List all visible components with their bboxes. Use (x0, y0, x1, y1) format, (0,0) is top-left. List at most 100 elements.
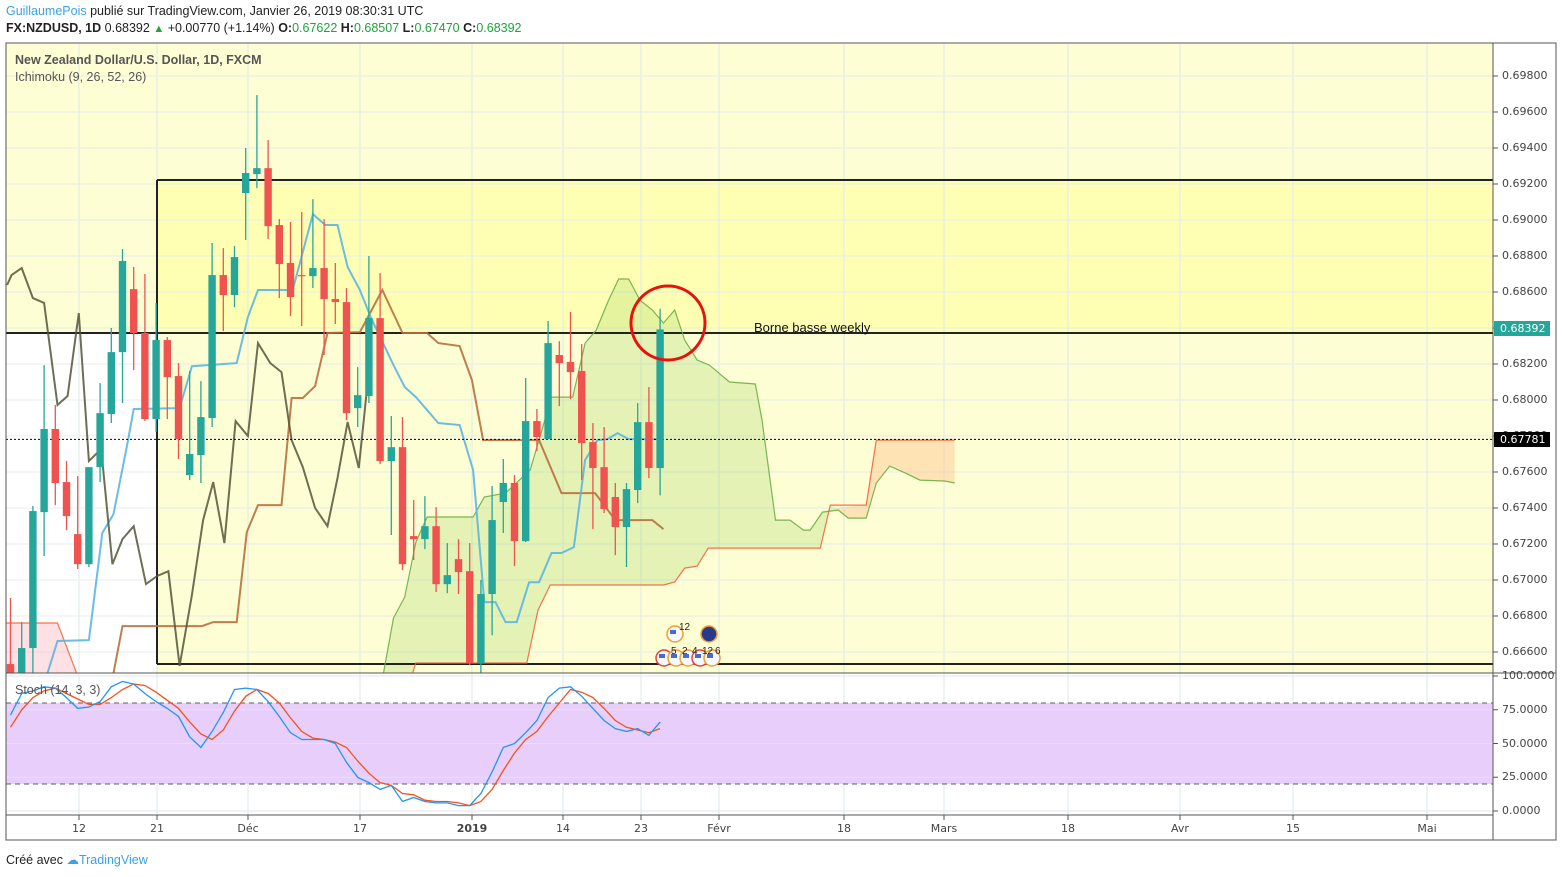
candle-body (354, 395, 362, 409)
candle (365, 256, 373, 404)
candle-body (107, 352, 115, 415)
candle (488, 486, 496, 636)
candle (51, 405, 59, 506)
candle (566, 311, 575, 400)
candle (197, 381, 205, 483)
candle (208, 243, 216, 427)
candle (477, 580, 485, 673)
candle (578, 344, 586, 481)
senkou-span-a-line (382, 278, 955, 673)
candle-body (152, 340, 160, 420)
time-tick-label: 2019 (456, 822, 488, 835)
candle (533, 409, 541, 452)
candle-body (118, 261, 127, 353)
candle-body (230, 257, 239, 296)
candle (600, 427, 608, 514)
up-triangle-icon: ▲ (153, 23, 165, 35)
nz-flag-event-icon (700, 625, 718, 643)
published-text: publié sur TradingView.com, Janvier 26, … (90, 4, 424, 18)
candle (522, 378, 530, 543)
candle-body (634, 422, 642, 490)
candle-body (466, 571, 474, 664)
price-tick-label: 0.67400 (1502, 501, 1548, 514)
candle (298, 212, 306, 327)
stoch-legend[interactable]: Stoch (14, 3, 3) (15, 683, 101, 697)
candle-body (522, 421, 530, 542)
candle-body (331, 299, 339, 303)
candle (622, 482, 631, 568)
horizontal-line-price-label: 0.67781 (1494, 432, 1550, 447)
price-tick-label: 0.68200 (1502, 357, 1548, 370)
price-tick-label: 0.69400 (1502, 141, 1548, 154)
candle-body (566, 362, 575, 373)
price-tick-label: 0.67200 (1502, 537, 1548, 550)
time-tick-label: 18 (837, 822, 851, 835)
chikou-span-line (6, 266, 371, 667)
candle (398, 417, 407, 571)
high-value: 0.68507 (353, 21, 400, 35)
candle-body (219, 275, 227, 296)
candle-body (365, 318, 373, 397)
candle-body (410, 536, 418, 540)
candle-body (197, 417, 205, 456)
candle-body (74, 534, 82, 565)
stoch-tick-label: 75.0000 (1502, 702, 1548, 716)
price-tick-label: 0.69800 (1502, 69, 1548, 82)
event-count-top: 12 (679, 622, 691, 633)
price-tick-label: 0.68000 (1502, 393, 1548, 406)
candle-body (544, 343, 552, 440)
candle (466, 543, 474, 666)
stoch-tick-label: 50.0000 (1502, 736, 1548, 750)
candle-body (186, 454, 194, 476)
candle-body (443, 575, 451, 585)
annotation-text[interactable]: Borne basse weekly (754, 320, 871, 335)
event-count: 12 (702, 646, 714, 657)
flag-canton (671, 654, 677, 658)
candle-body (622, 489, 631, 528)
candle-body (96, 413, 104, 468)
tradingview-logo-icon: ☁ (66, 853, 79, 867)
author-link[interactable]: GuillaumePois (6, 4, 87, 18)
candle-body (275, 225, 283, 265)
tradingview-link[interactable]: TradingView (78, 853, 148, 867)
candle-body (454, 559, 463, 573)
stoch-tick-label: 0.0000 (1502, 804, 1541, 817)
candle-body (298, 275, 306, 277)
candle (634, 403, 642, 504)
candle-body (130, 289, 138, 334)
candle (174, 363, 183, 460)
candle-body (578, 371, 586, 444)
kijun-sen-line (112, 287, 665, 673)
candle (29, 506, 37, 673)
price-tick-label: 0.68800 (1502, 249, 1548, 262)
time-tick-label: Mars (930, 822, 958, 835)
candle-body (62, 482, 71, 517)
candle (230, 246, 239, 308)
price-tick-label: 0.66600 (1502, 645, 1548, 658)
candle (432, 507, 440, 593)
ichimoku-legend[interactable]: Ichimoku (9, 26, 52, 26) (15, 70, 147, 84)
price-tick-label: 0.69200 (1502, 177, 1548, 190)
symbol: FX:NZDUSD, 1D (6, 21, 102, 35)
kumo-cloud-bullish (383, 279, 839, 673)
candle (96, 383, 104, 483)
event-count: 6 (715, 646, 721, 657)
price-tick-label: 0.66800 (1502, 609, 1548, 622)
time-tick-label: 12 (72, 822, 86, 835)
candle (309, 199, 317, 289)
candle-body (163, 340, 171, 378)
price-tick-label: 0.69000 (1502, 213, 1548, 226)
candle (130, 266, 138, 371)
senkou-span-b-line (412, 439, 955, 673)
circle-annotation (629, 284, 707, 362)
candle (152, 302, 160, 433)
time-tick-label: 17 (353, 822, 367, 835)
flag-canton (670, 630, 676, 634)
time-tick-label: 18 (1061, 822, 1075, 835)
low-value: 0.67470 (414, 21, 460, 35)
time-tick-label: 15 (1286, 822, 1300, 835)
candle-body (645, 422, 653, 469)
open-label: O: (278, 21, 293, 35)
candle (454, 539, 463, 595)
